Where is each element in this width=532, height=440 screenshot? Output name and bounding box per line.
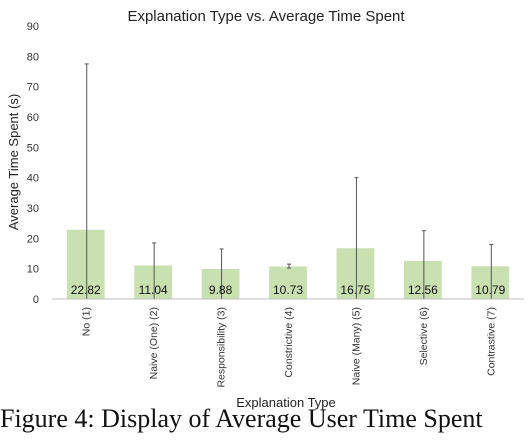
y-tick-label: 70 [27, 82, 39, 94]
y-tick-label: 50 [27, 142, 39, 154]
bar [471, 266, 510, 299]
chart-title: Explanation Type vs. Average Time Spent [127, 8, 405, 25]
x-tick-label: Naive (Many) (5) [350, 307, 362, 385]
data-labels: 22.82 11.04 9.88 10.73 16.75 12.56 10.79 [71, 283, 506, 297]
data-label: 16.75 [340, 283, 370, 297]
x-tick-label: Responsibility (3) [216, 307, 228, 388]
y-axis: 0 10 20 30 40 50 60 70 80 90 [27, 21, 39, 306]
data-label: 22.82 [71, 283, 101, 297]
bar [403, 260, 442, 299]
y-tick-label: 40 [27, 173, 39, 185]
x-tick-label: Selective (6) [418, 307, 430, 365]
bar [66, 229, 105, 299]
data-label: 10.79 [475, 283, 505, 297]
error-bars [84, 63, 494, 299]
y-tick-label: 30 [27, 203, 39, 215]
bar [336, 248, 375, 299]
data-label: 10.73 [273, 283, 303, 297]
x-tick-label: Constrictive (4) [283, 307, 295, 378]
y-tick-label: 10 [27, 264, 39, 276]
y-tick-label: 0 [33, 294, 39, 306]
bar [134, 265, 173, 299]
data-label: 12.56 [408, 283, 438, 297]
x-axis: No (1) Naive (One) (2) Responsibility (3) C… [81, 307, 498, 388]
bars [66, 229, 510, 299]
bar [269, 266, 307, 299]
x-tick-label: No (1) [81, 307, 93, 336]
y-tick-label: 80 [27, 51, 39, 63]
x-tick-label: Naive (One) (2) [148, 307, 160, 379]
x-tick-label: Contrastive (7) [485, 307, 497, 376]
figure-caption: Figure 4: Display of Average User Time S… [0, 404, 483, 433]
data-label: 9.88 [209, 283, 233, 297]
bar [201, 269, 240, 299]
data-label: 11.04 [139, 283, 168, 297]
y-tick-label: 60 [27, 112, 39, 124]
y-axis-label: Average Time Spent (s) [6, 94, 21, 230]
y-tick-label: 90 [27, 21, 39, 33]
y-tick-label: 20 [27, 233, 39, 245]
x-axis-label: Explanation Type [236, 395, 336, 410]
